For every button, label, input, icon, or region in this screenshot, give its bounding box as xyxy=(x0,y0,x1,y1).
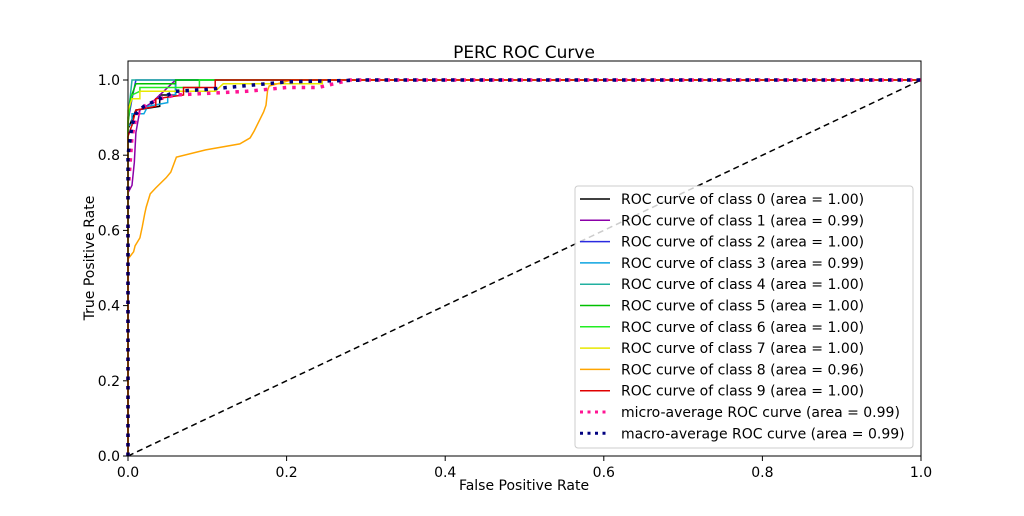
plot-frame xyxy=(127,60,922,457)
chart-title: PERC ROC Curve xyxy=(453,43,595,63)
x-axis-label: False Positive Rate xyxy=(459,478,589,494)
y-tick-label: 0.8 xyxy=(98,148,120,164)
legend-label-4: ROC curve of class 4 (area = 1.00) xyxy=(621,277,864,293)
legend-label-2: ROC curve of class 2 (area = 1.00) xyxy=(621,235,864,251)
y-axis: 0.0 0.2 0.4 0.6 0.8 1.0 xyxy=(98,73,128,465)
legend-label-11: macro-average ROC curve (area = 0.99) xyxy=(621,426,905,442)
legend-label-1: ROC curve of class 1 (area = 0.99) xyxy=(621,213,864,229)
legend-label-3: ROC curve of class 3 (area = 0.99) xyxy=(621,256,864,272)
series-line-9 xyxy=(127,79,921,456)
legend-label-8: ROC curve of class 8 (area = 0.96) xyxy=(621,362,864,378)
x-axis: 0.0 0.2 0.4 0.6 0.8 1.0 xyxy=(117,456,932,481)
legend-label-6: ROC curve of class 6 (area = 1.00) xyxy=(621,320,864,336)
series-line-10 xyxy=(126,78,921,456)
y-tick-label: 0.2 xyxy=(98,374,120,390)
series-line-8 xyxy=(127,79,921,456)
x-tick-label: 1.0 xyxy=(910,465,932,481)
y-tick-label: 1.0 xyxy=(98,73,120,89)
y-tick-label: 0.4 xyxy=(98,299,120,315)
y-tick-label: 0.6 xyxy=(98,223,120,239)
series-line-11 xyxy=(126,78,921,456)
legend-label-10: micro-average ROC curve (area = 0.99) xyxy=(621,405,900,421)
legend-label-5: ROC curve of class 5 (area = 1.00) xyxy=(621,299,864,315)
legend-label-9: ROC curve of class 9 (area = 1.00) xyxy=(621,384,864,400)
x-tick-label: 0.8 xyxy=(751,465,773,481)
series-line-3 xyxy=(127,79,921,456)
legend-label-0: ROC curve of class 0 (area = 1.00) xyxy=(621,192,864,208)
y-axis-label: True Positive Rate xyxy=(82,196,98,322)
legend-box xyxy=(574,185,914,449)
chance-line xyxy=(127,79,922,457)
x-tick-label: 0.2 xyxy=(275,465,297,481)
x-tick-label: 0.6 xyxy=(593,465,615,481)
legend: ROC curve of class 0 (area = 1.00) ROC cu… xyxy=(574,185,914,449)
x-tick-label: 0.0 xyxy=(117,465,139,481)
y-tick-label: 0.0 xyxy=(98,449,120,465)
x-tick-label: 0.4 xyxy=(434,465,456,481)
legend-label-7: ROC curve of class 7 (area = 1.00) xyxy=(621,341,864,357)
series-line-1 xyxy=(127,79,921,456)
